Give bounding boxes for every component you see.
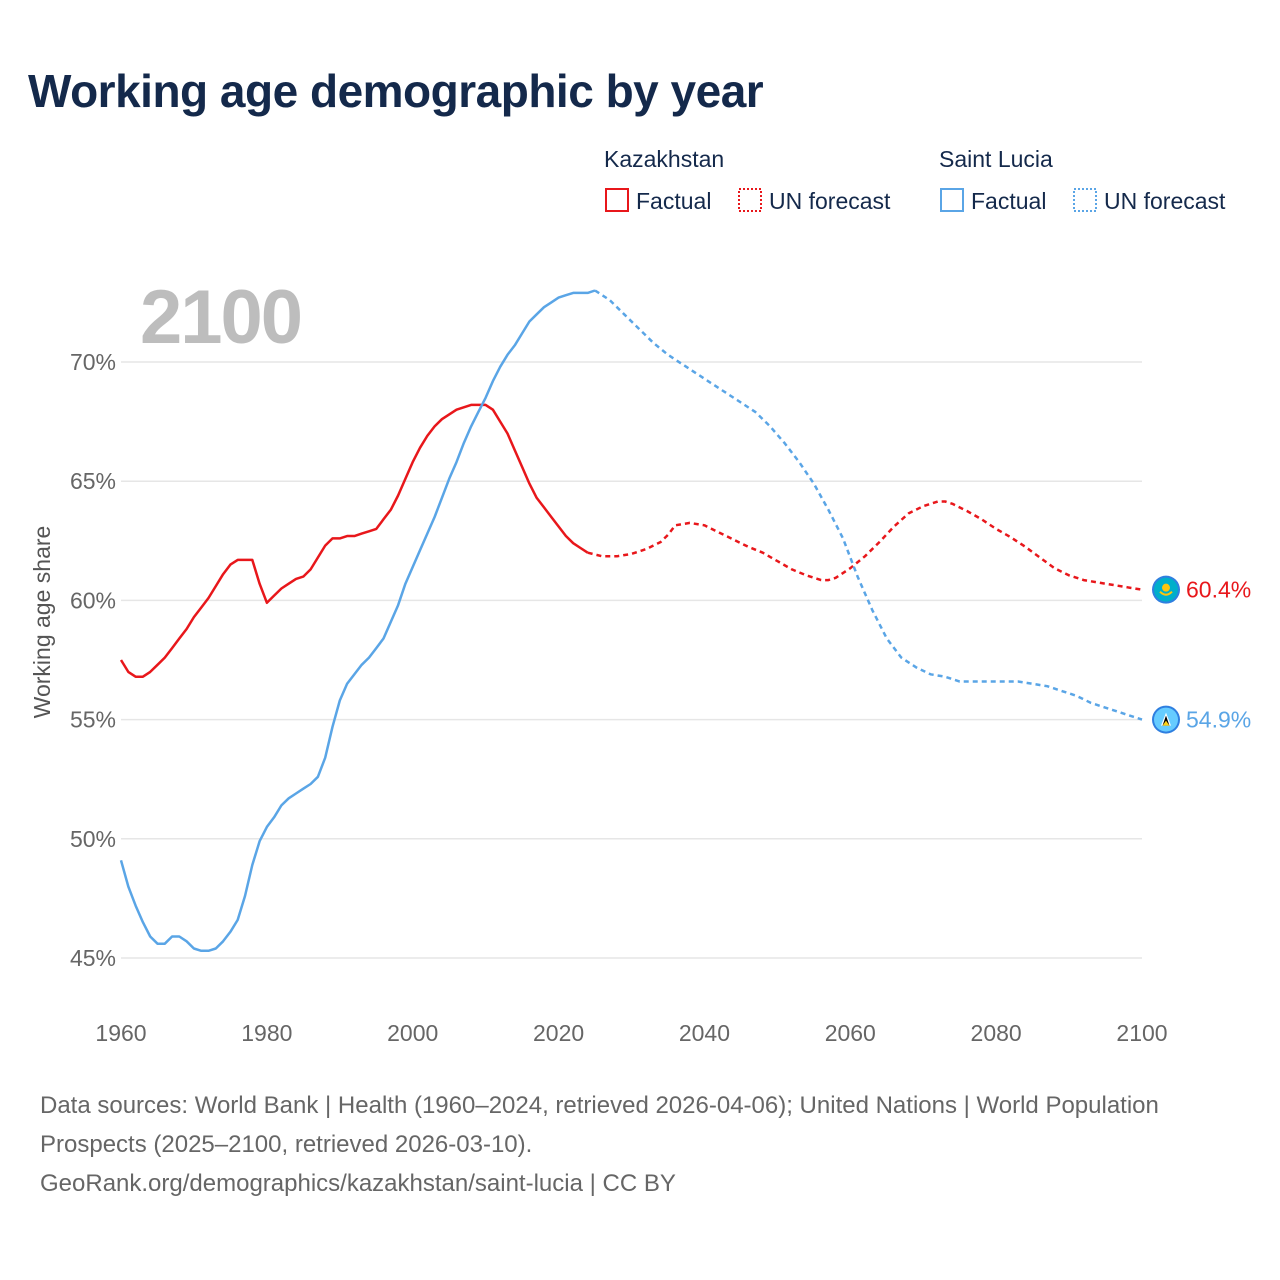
y-tick-label: 65% [70, 468, 116, 494]
x-tick-label: 1960 [95, 1020, 146, 1046]
kazakhstan-flag-icon [1152, 575, 1180, 604]
series-lines [119, 289, 1143, 953]
series-line-saint-lucia-factual [119, 289, 596, 953]
legend-title-saint-lucia: Saint Lucia [939, 146, 1053, 172]
y-tick-label: 45% [70, 945, 116, 971]
footer: Data sources: World Bank | Health (1960–… [40, 1086, 1220, 1203]
saint-lucia-flag-icon [1152, 705, 1180, 734]
x-axis-ticks: 1960 1980 2000 2020 2040 2060 2080 2100 [95, 1020, 1167, 1046]
y-tick-label: 55% [70, 707, 116, 733]
gridlines [121, 361, 1142, 959]
y-axis-label: Working age share [29, 526, 55, 719]
legend-swatch-saint-lucia-forecast[interactable] [1073, 188, 1097, 212]
data-sources-note: Data sources: World Bank | Health (1960–… [40, 1092, 1159, 1158]
x-tick-label: 2060 [825, 1020, 876, 1046]
y-tick-label: 70% [70, 349, 116, 375]
legend-swatch-saint-lucia-factual[interactable] [940, 188, 964, 212]
legend-label-kazakhstan-factual[interactable]: Factual [636, 188, 711, 214]
chart-title: Working age demographic by year [28, 65, 764, 117]
x-tick-label: 2080 [971, 1020, 1022, 1046]
legend-label-saint-lucia-factual[interactable]: Factual [971, 188, 1046, 214]
attribution-link[interactable]: GeoRank.org/demographics/kazakhstan/sain… [40, 1170, 676, 1197]
y-tick-label: 60% [70, 587, 116, 613]
legend-title-kazakhstan: Kazakhstan [604, 146, 724, 172]
series-end-markers: 60.4% 54.9% [1152, 575, 1251, 734]
series-line-kazakhstan-forecast [587, 500, 1143, 591]
x-tick-label: 2100 [1116, 1020, 1167, 1046]
series-end-value-label: 60.4% [1186, 577, 1251, 603]
x-tick-label: 1980 [241, 1020, 292, 1046]
series-line-kazakhstan-factual [119, 403, 589, 678]
y-axis-ticks: 45% 50% 55% 60% 65% 70% [70, 349, 116, 971]
y-tick-label: 50% [70, 826, 116, 852]
legend-label-saint-lucia-forecast[interactable]: UN forecast [1104, 188, 1226, 214]
legend-label-kazakhstan-forecast[interactable]: UN forecast [769, 188, 891, 214]
x-tick-label: 2040 [679, 1020, 730, 1046]
x-tick-label: 2000 [387, 1020, 438, 1046]
legend: Kazakhstan Factual UN forecast Saint Luc… [604, 146, 1226, 214]
x-tick-label: 2020 [533, 1020, 584, 1046]
legend-swatch-kazakhstan-factual[interactable] [605, 188, 629, 212]
legend-swatch-kazakhstan-forecast[interactable] [738, 188, 762, 212]
year-watermark: 2100 [140, 275, 301, 360]
series-line-saint-lucia-forecast [594, 289, 1143, 721]
series-end-value-label: 54.9% [1186, 707, 1251, 733]
